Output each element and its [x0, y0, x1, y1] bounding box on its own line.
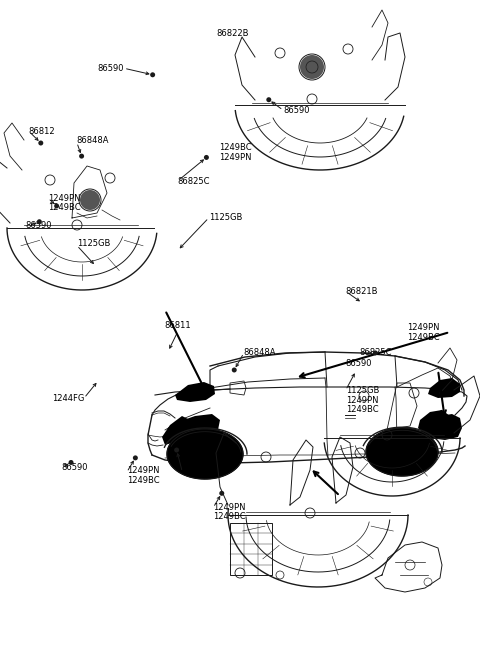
Text: 1125GB: 1125GB	[77, 239, 110, 248]
Text: 86811: 86811	[164, 321, 191, 330]
Polygon shape	[418, 410, 450, 435]
Circle shape	[80, 190, 100, 210]
Circle shape	[133, 455, 138, 461]
Text: 1249PN: 1249PN	[219, 153, 252, 162]
Text: 86590: 86590	[25, 221, 51, 230]
Circle shape	[38, 140, 43, 146]
Text: 86590: 86590	[61, 463, 88, 472]
Text: 86590: 86590	[346, 359, 372, 368]
Polygon shape	[175, 382, 215, 402]
Text: 86848A: 86848A	[77, 136, 109, 145]
Polygon shape	[167, 429, 243, 479]
Text: 1249BC: 1249BC	[127, 476, 159, 485]
Polygon shape	[420, 414, 462, 440]
Circle shape	[69, 460, 73, 465]
Text: 1244FG: 1244FG	[52, 394, 84, 403]
Polygon shape	[162, 416, 190, 445]
Circle shape	[300, 55, 324, 79]
Circle shape	[79, 154, 84, 159]
Text: 1249PN: 1249PN	[48, 194, 81, 203]
Text: 86848A: 86848A	[244, 348, 276, 358]
Text: 1125GB: 1125GB	[346, 386, 379, 395]
Text: 1249PN: 1249PN	[346, 396, 378, 405]
Text: 86590: 86590	[97, 64, 124, 73]
Text: 1249BC: 1249BC	[48, 203, 81, 212]
Polygon shape	[168, 414, 220, 438]
Circle shape	[204, 155, 209, 160]
Text: 1249BC: 1249BC	[213, 512, 246, 522]
Circle shape	[232, 367, 237, 373]
Text: 86825C: 86825C	[178, 176, 210, 186]
Circle shape	[54, 203, 59, 209]
Circle shape	[373, 350, 378, 356]
Polygon shape	[428, 378, 460, 398]
Text: 1249BC: 1249BC	[219, 143, 252, 152]
Circle shape	[37, 219, 42, 224]
Text: 86825C: 86825C	[359, 348, 392, 358]
Polygon shape	[366, 428, 438, 476]
Text: 86822B: 86822B	[216, 29, 249, 38]
Text: 86590: 86590	[283, 106, 310, 115]
Text: 1249PN: 1249PN	[213, 503, 246, 512]
Text: 1125GB: 1125GB	[182, 466, 216, 475]
Circle shape	[174, 447, 179, 453]
Circle shape	[266, 97, 271, 102]
Circle shape	[150, 72, 155, 77]
Text: 1249PN: 1249PN	[407, 323, 440, 333]
Text: 86821B: 86821B	[346, 287, 378, 296]
Circle shape	[219, 491, 224, 496]
Text: 1125GB: 1125GB	[209, 213, 242, 222]
Text: 86812: 86812	[29, 127, 55, 136]
Text: 1249BC: 1249BC	[407, 333, 440, 342]
Text: 1249BC: 1249BC	[346, 405, 378, 415]
Text: 1249PN: 1249PN	[127, 466, 159, 475]
